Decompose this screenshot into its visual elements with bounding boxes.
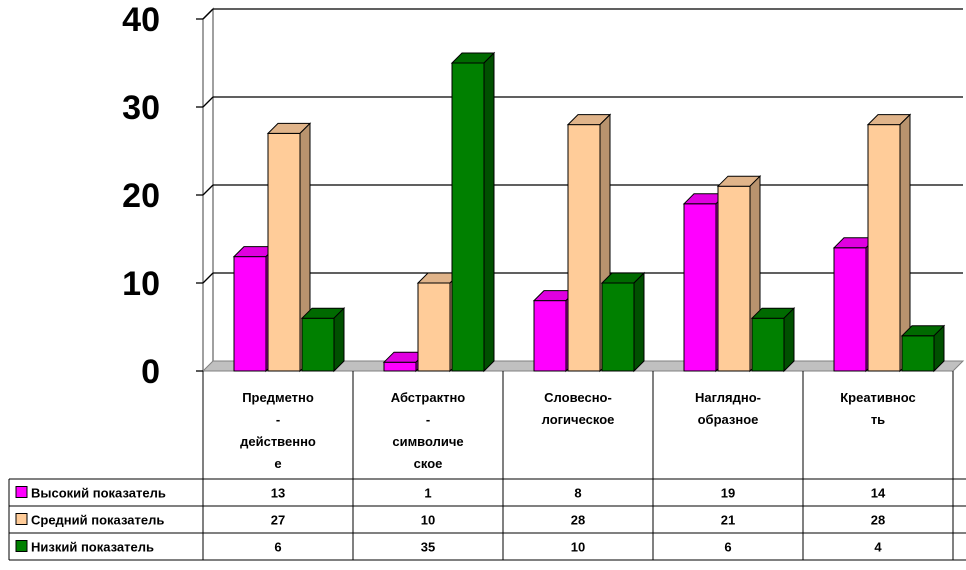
- category-label: ть: [871, 412, 885, 427]
- bar-front: [533, 300, 567, 372]
- table-cell-value: 19: [721, 486, 735, 501]
- bar-front: [567, 124, 601, 372]
- bar-front: [601, 282, 635, 372]
- category-label: Предметно: [242, 390, 314, 405]
- bar-front: [417, 282, 451, 372]
- bar: [300, 306, 346, 373]
- table-cell-value: 21: [721, 513, 735, 528]
- bar-front: [267, 132, 301, 372]
- table-cell-value: 8: [574, 486, 581, 501]
- bar-front: [301, 317, 335, 372]
- bar-side: [783, 306, 795, 373]
- legend-swatch: [15, 486, 28, 498]
- bar-side: [633, 271, 645, 373]
- table-cell-value: 6: [724, 540, 731, 555]
- bar-side: [483, 51, 495, 373]
- gridline-diagonal: [202, 8, 214, 20]
- bar-front: [383, 361, 417, 372]
- category-label: Креативнос: [840, 390, 916, 405]
- y-tick-label: 40: [122, 1, 160, 39]
- bar-front: [233, 256, 267, 372]
- bar-front: [867, 124, 901, 372]
- y-tick-label: 20: [122, 177, 160, 215]
- gridline-diagonal: [202, 272, 214, 284]
- series-label: Средний показатель: [31, 513, 164, 528]
- category-label: -: [276, 412, 280, 427]
- bar: [750, 306, 796, 373]
- table-cell-value: 10: [421, 513, 435, 528]
- table-cell-value: 27: [271, 513, 285, 528]
- category-label: е: [274, 456, 281, 471]
- table-cell-value: 35: [421, 540, 435, 555]
- y-tick-label: 30: [122, 89, 160, 127]
- table-cell-value: 28: [871, 513, 885, 528]
- bar: [266, 122, 312, 373]
- legend-swatch: [15, 540, 28, 552]
- category-label: образное: [698, 412, 759, 427]
- category-label: символиче: [392, 434, 463, 449]
- gridline-diagonal: [202, 96, 214, 108]
- table-cell-value: 10: [571, 540, 585, 555]
- table-cell-value: 4: [874, 540, 882, 555]
- bar-front: [451, 62, 485, 372]
- table-cell-value: 1: [424, 486, 431, 501]
- category-label: логическое: [542, 412, 615, 427]
- category-label: -: [426, 412, 430, 427]
- bar: [600, 271, 646, 373]
- table-cell-value: 6: [274, 540, 281, 555]
- series-label: Высокий показатель: [31, 486, 166, 501]
- bar-side: [333, 306, 345, 373]
- bar-front: [683, 203, 717, 372]
- category-label: Наглядно-: [695, 390, 761, 405]
- y-tick-label: 10: [122, 265, 160, 303]
- bar: [866, 113, 912, 373]
- bar-side: [933, 324, 945, 373]
- table-cell-value: 14: [871, 486, 886, 501]
- category-label: Абстрактно: [391, 390, 466, 405]
- y-axis-tick-labels: 0 10 20 30 40: [122, 1, 160, 391]
- bar-front: [901, 335, 935, 372]
- bar-front: [717, 185, 751, 372]
- category-label: действенно: [240, 434, 316, 449]
- series-label: Низкий показатель: [31, 540, 154, 555]
- category-label: ское: [414, 456, 443, 471]
- bar: [450, 51, 496, 373]
- bars: [232, 51, 946, 373]
- table-cell-value: 28: [571, 513, 585, 528]
- category-label: Словесно-: [544, 390, 612, 405]
- y-tick-label: 0: [141, 353, 160, 391]
- gridline-diagonal: [202, 184, 214, 196]
- bar: [900, 324, 946, 373]
- bar: [566, 113, 612, 373]
- bar-front: [833, 247, 867, 372]
- data-table: Предметно - действенно е Абстрактно - символич…: [8, 371, 966, 561]
- bar-front: [751, 317, 785, 372]
- table-cell-value: 13: [271, 486, 285, 501]
- legend-swatch: [15, 513, 28, 525]
